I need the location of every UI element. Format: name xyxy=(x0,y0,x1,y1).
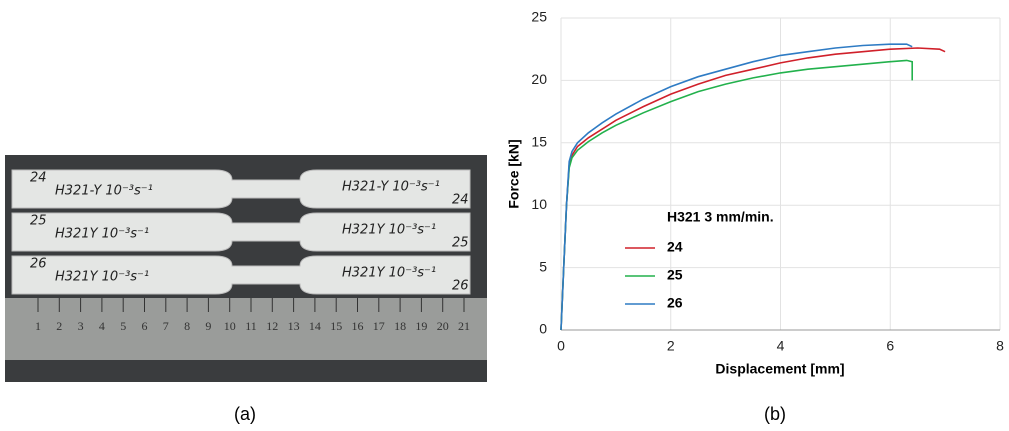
legend-label: 25 xyxy=(667,267,683,283)
ruler-number: 20 xyxy=(437,319,449,333)
specimen xyxy=(11,169,471,209)
specimen-label: H321Y 10⁻³s⁻¹ xyxy=(342,266,436,281)
specimen-label: H321Y 10⁻³s⁻¹ xyxy=(55,227,149,242)
x-axis-label: Displacement [mm] xyxy=(715,361,844,377)
specimen-label: H321-Y 10⁻³s⁻¹ xyxy=(55,184,153,199)
legend-label: 24 xyxy=(667,239,683,255)
y-tick-label: 0 xyxy=(539,321,547,337)
ruler-number: 18 xyxy=(394,319,406,333)
specimen xyxy=(11,212,471,252)
y-tick-label: 25 xyxy=(531,9,547,25)
x-tick-label: 0 xyxy=(557,338,565,354)
y-tick-label: 15 xyxy=(531,134,547,150)
x-tick-label: 6 xyxy=(886,338,894,354)
ruler-number: 8 xyxy=(184,319,190,333)
x-tick-label: 4 xyxy=(777,338,785,354)
specimen-label: H321Y 10⁻³s⁻¹ xyxy=(55,270,149,285)
x-tick-label: 2 xyxy=(667,338,675,354)
legend-title: H321 3 mm/min. xyxy=(667,209,774,225)
specimen-number: 25 xyxy=(452,236,469,251)
ruler-number: 21 xyxy=(458,319,470,333)
specimen-label: H321-Y 10⁻³s⁻¹ xyxy=(342,180,440,195)
ruler-number: 13 xyxy=(288,319,300,333)
ruler-number: 14 xyxy=(309,319,321,333)
ruler-number: 5 xyxy=(120,319,126,333)
ruler-number: 2 xyxy=(56,319,62,333)
specimen-number: 25 xyxy=(30,214,47,229)
ruler-number: 15 xyxy=(330,319,342,333)
specimen-number: 24 xyxy=(452,193,469,208)
specimen-number: 26 xyxy=(30,257,47,272)
y-axis-label: Force [kN] xyxy=(506,139,522,208)
ruler-number: 6 xyxy=(142,319,148,333)
specimen xyxy=(11,255,471,295)
specimen-number: 26 xyxy=(452,279,469,294)
specimen-label: H321Y 10⁻³s⁻¹ xyxy=(342,223,436,238)
ruler-number: 19 xyxy=(415,319,427,333)
data-line xyxy=(560,59,913,331)
y-tick-label: 5 xyxy=(539,258,547,274)
caption: (a) xyxy=(234,404,256,424)
ruler-number: 11 xyxy=(245,319,257,333)
y-tick-label: 10 xyxy=(531,196,547,212)
x-tick-label: 8 xyxy=(996,338,1004,354)
ruler-number: 7 xyxy=(163,319,169,333)
legend-label: 26 xyxy=(667,295,683,311)
ruler-number: 1 xyxy=(35,319,41,333)
data-line xyxy=(560,43,913,331)
ruler-number: 4 xyxy=(99,319,105,333)
y-tick-label: 20 xyxy=(531,71,547,87)
ruler xyxy=(5,298,487,360)
ruler-number: 17 xyxy=(373,319,385,333)
caption: (b) xyxy=(764,404,786,424)
ruler-number: 16 xyxy=(352,319,364,333)
data-line xyxy=(560,47,946,331)
specimen-number: 24 xyxy=(30,171,47,186)
ruler-number: 3 xyxy=(78,319,84,333)
ruler-number: 9 xyxy=(205,319,211,333)
ruler-number: 12 xyxy=(266,319,278,333)
ruler-number: 10 xyxy=(224,319,236,333)
